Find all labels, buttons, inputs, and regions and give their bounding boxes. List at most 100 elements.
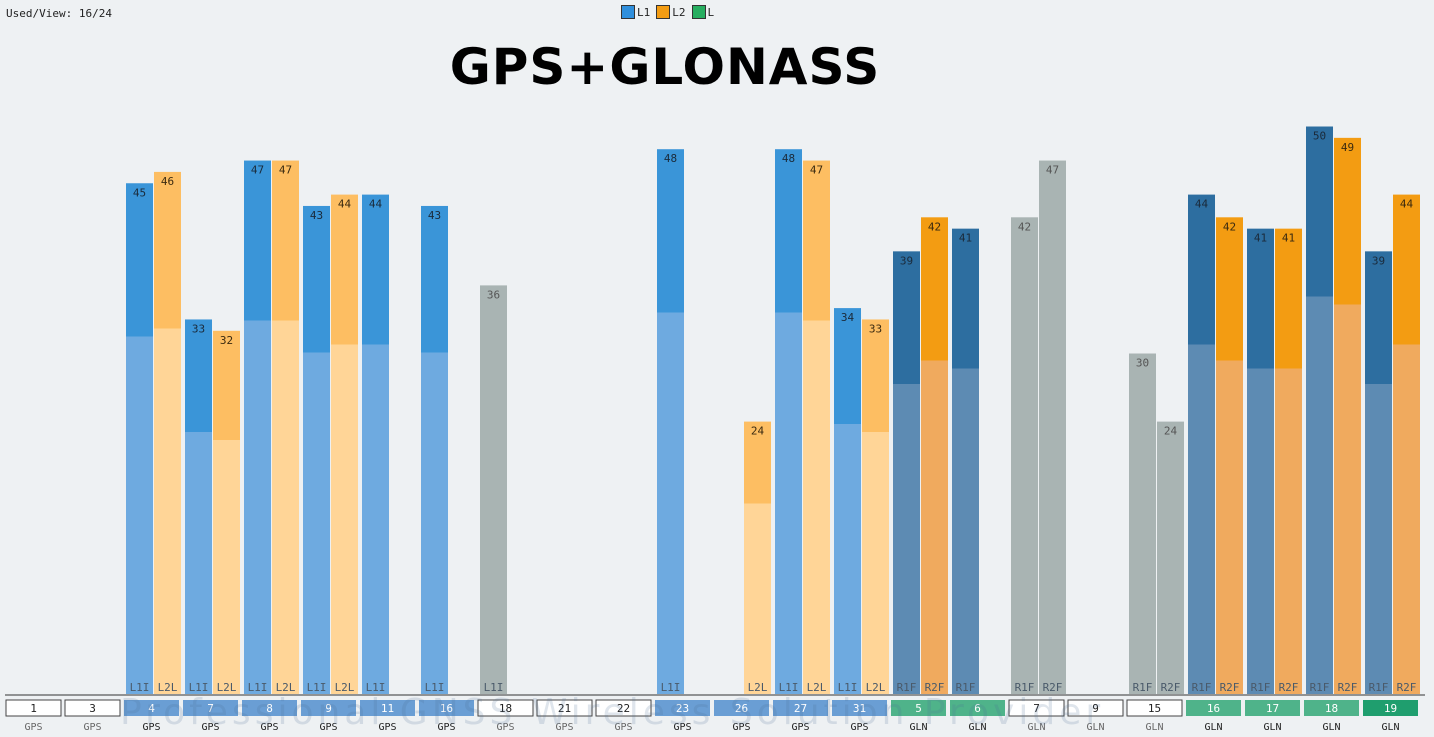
- snr-value-label: 44: [1195, 198, 1209, 211]
- signal-type-label: L2L: [276, 681, 296, 694]
- snr-bar[interactable]: [1011, 217, 1038, 695]
- snr-bar[interactable]: [331, 194, 358, 694]
- sat-tab[interactable]: [1363, 700, 1418, 716]
- snr-value-label: 47: [279, 164, 292, 177]
- legend-item-l[interactable]: L: [691, 5, 715, 19]
- signal-type-label: R1F: [956, 681, 976, 694]
- snr-bar[interactable]: [952, 228, 979, 694]
- sat-group-gln-17: 41 R1F 41 R2F: [1247, 228, 1302, 694]
- sat-number: 27: [794, 702, 807, 715]
- sat-number: 21: [558, 702, 571, 715]
- sat-group-gln-6: 41 R1F: [952, 228, 979, 694]
- signal-type-label: L1I: [130, 681, 150, 694]
- snr-bar[interactable]: [1247, 228, 1274, 694]
- snr-bar[interactable]: [362, 194, 389, 694]
- snr-bar[interactable]: [421, 205, 448, 694]
- signal-type-label: L1I: [189, 681, 209, 694]
- sat-system-label: GLN: [1381, 722, 1399, 733]
- sat-tab[interactable]: [891, 700, 946, 716]
- snr-bar[interactable]: [244, 160, 271, 695]
- sat-tab[interactable]: [595, 699, 652, 717]
- snr-bar[interactable]: [213, 330, 240, 694]
- sat-system-label: GLN: [1204, 722, 1222, 733]
- sat-tab[interactable]: [419, 700, 474, 716]
- signal-type-label: L2L: [217, 681, 237, 694]
- snr-bar[interactable]: [921, 217, 948, 695]
- sat-system-label: GLN: [909, 722, 927, 733]
- sat-tab[interactable]: [1008, 699, 1065, 717]
- sat-tab[interactable]: [1126, 699, 1183, 717]
- sat-tab[interactable]: [773, 700, 828, 716]
- snr-bar[interactable]: [1275, 228, 1302, 694]
- snr-bar[interactable]: [803, 160, 830, 695]
- sat-tab[interactable]: [64, 699, 121, 717]
- signal-type-label: L2L: [866, 681, 886, 694]
- sat-tab[interactable]: [1186, 700, 1241, 716]
- sat-tab[interactable]: [950, 700, 1005, 716]
- snr-bar[interactable]: [775, 149, 802, 694]
- sat-tab[interactable]: [477, 699, 534, 717]
- sat-system-label: GLN: [1086, 722, 1104, 733]
- snr-value-label: 50: [1313, 130, 1326, 143]
- sat-tab[interactable]: [5, 699, 62, 717]
- snr-bar[interactable]: [1306, 126, 1333, 695]
- snr-value-label: 43: [310, 209, 323, 222]
- snr-bar[interactable]: [1129, 353, 1156, 695]
- signal-type-label: R1F: [1015, 681, 1035, 694]
- snr-bar[interactable]: [126, 183, 153, 694]
- sat-system-label: GLN: [968, 722, 986, 733]
- snr-bar[interactable]: [834, 308, 861, 694]
- sat-number: 3: [89, 702, 96, 715]
- sat-system-label: GPS: [142, 722, 160, 733]
- snr-bar[interactable]: [1188, 194, 1215, 694]
- sat-tab[interactable]: [242, 700, 297, 716]
- sat-tab[interactable]: [1304, 700, 1359, 716]
- sat-system-label: GLN: [1027, 722, 1045, 733]
- snr-bar[interactable]: [744, 421, 771, 694]
- snr-value-label: 47: [1046, 164, 1059, 177]
- snr-bar[interactable]: [1157, 421, 1184, 694]
- legend-label-l2: L2: [672, 5, 686, 19]
- sat-tab[interactable]: [360, 700, 415, 716]
- sat-tab[interactable]: [655, 700, 710, 716]
- legend-item-l2[interactable]: L2: [656, 5, 686, 19]
- used-view-status: Used/View: 16/24: [6, 7, 112, 20]
- legend-label-l: L: [707, 5, 715, 19]
- legend-item-l1[interactable]: L1: [621, 5, 650, 19]
- snr-bar[interactable]: [657, 149, 684, 694]
- snr-value-label: 45: [133, 186, 146, 199]
- signal-type-label: R2F: [925, 681, 945, 694]
- sat-tab[interactable]: [832, 700, 887, 716]
- snr-bar[interactable]: [303, 205, 330, 694]
- snr-bar[interactable]: [1334, 137, 1361, 695]
- sat-tab[interactable]: [183, 700, 238, 716]
- snr-bar[interactable]: [1039, 160, 1066, 695]
- sat-number: 11: [381, 702, 394, 715]
- sat-number: 7: [1033, 702, 1040, 715]
- signal-type-label: R1F: [1310, 681, 1330, 694]
- sat-tab[interactable]: [1067, 699, 1124, 717]
- snr-bar[interactable]: [1216, 217, 1243, 695]
- sat-tab[interactable]: [1245, 700, 1300, 716]
- sat-tab[interactable]: [714, 700, 769, 716]
- sat-tab[interactable]: [124, 700, 179, 716]
- sat-number: 31: [853, 702, 866, 715]
- snr-bar[interactable]: [862, 319, 889, 694]
- sat-group-gps-31: 34 L1I 33 L2L: [834, 308, 889, 694]
- snr-bar[interactable]: [154, 171, 181, 694]
- signal-type-label: L1I: [425, 681, 445, 694]
- snr-bar[interactable]: [480, 285, 507, 694]
- sat-group-gps-23: 48 L1I: [657, 149, 684, 694]
- snr-bar[interactable]: [185, 319, 212, 694]
- snr-bar[interactable]: [1365, 251, 1392, 694]
- snr-value-label: 48: [664, 152, 677, 165]
- sat-tab[interactable]: [536, 699, 593, 717]
- sat-tab[interactable]: [301, 700, 356, 716]
- snr-bar[interactable]: [272, 160, 299, 695]
- signal-type-label: R1F: [1133, 681, 1153, 694]
- signal-type-label: R2F: [1338, 681, 1358, 694]
- snr-bar[interactable]: [1393, 194, 1420, 694]
- sat-number: 7: [207, 702, 214, 715]
- signal-type-label: R1F: [1369, 681, 1389, 694]
- snr-bar[interactable]: [893, 251, 920, 694]
